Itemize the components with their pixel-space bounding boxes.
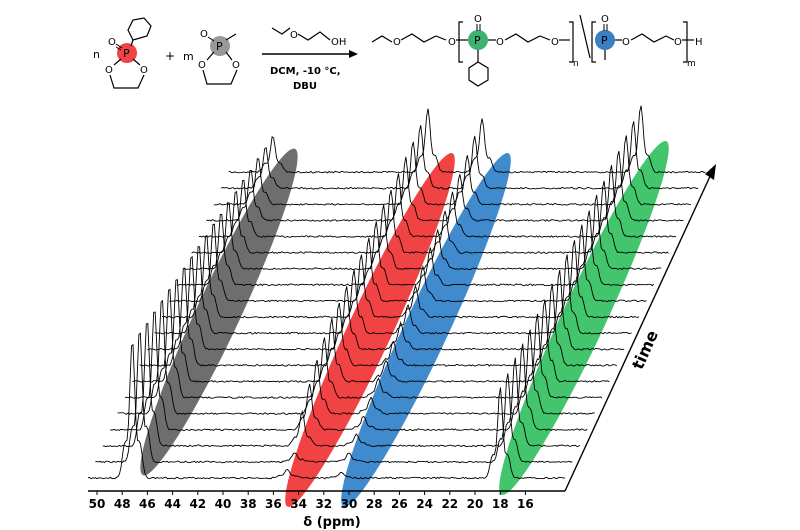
atom-o: O — [108, 37, 116, 48]
x-axis-tick-label: 26 — [391, 497, 408, 511]
product-oxygen: O — [448, 37, 456, 48]
phenyl-ring — [127, 17, 152, 41]
product-methyl-p-highlight — [595, 30, 615, 50]
conditions-line-1: DCM, -10 °C, — [270, 66, 341, 77]
spectrum-trace — [132, 278, 610, 383]
ring-oxygen: O — [105, 65, 113, 76]
spectrum-trace — [109, 311, 588, 432]
x-axis-tick-label: 46 — [139, 497, 156, 511]
monomer-methyl-p-highlight — [210, 36, 230, 56]
x-axis-tick-label: 18 — [492, 497, 509, 511]
product-phenyl-ring — [468, 61, 489, 87]
conditions-line-2: DBU — [293, 81, 317, 92]
x-axis-tick-label: 22 — [441, 497, 458, 511]
product-oxygen: O — [496, 37, 504, 48]
product-oxygen: O — [551, 37, 559, 48]
x-axis-tick-label: 16 — [517, 497, 534, 511]
spectrum-trace — [183, 194, 662, 271]
atom-p: P — [216, 40, 223, 53]
spectrum-trace — [228, 105, 706, 174]
atom-p: P — [123, 47, 130, 60]
initiator-structure: O OH — [271, 27, 346, 48]
atom-o: O — [200, 29, 208, 40]
product-hydrogen: H — [695, 37, 703, 48]
spectrum-trace — [220, 121, 699, 190]
monomer-phenyl-structure: n P O O O — [93, 17, 152, 89]
reaction-scheme: n P O O O + m P O O O — [93, 14, 703, 92]
product-phosphorus: P — [601, 34, 608, 47]
spectrum-trace — [198, 165, 677, 238]
x-axis-tick-label: 42 — [189, 497, 206, 511]
product-oxygen: O — [674, 37, 682, 48]
spectrum-trace — [213, 135, 691, 206]
ring-oxygen: O — [232, 60, 240, 71]
highlight-monomer-phenyl — [140, 148, 298, 476]
x-axis-tick-label: 50 — [89, 497, 106, 511]
highlight-polymer-phenyl — [285, 153, 455, 507]
monomer-methyl-structure: m P O O O — [183, 29, 240, 85]
spectrum-traces — [87, 105, 706, 480]
x-axis-tick-label: 38 — [240, 497, 257, 511]
product-oxygen: O — [601, 14, 609, 25]
spectrum-trace — [191, 180, 669, 254]
plus-sign: + — [165, 49, 175, 63]
x-axis-tick-label: 28 — [366, 497, 383, 511]
x-axis-tick-label: 30 — [341, 497, 358, 511]
subscript-n: n — [573, 59, 579, 69]
spectrum-trace — [147, 255, 625, 351]
subscript-m: m — [687, 59, 696, 69]
spectrum-trace — [102, 322, 581, 448]
initiator-hydroxyl: OH — [331, 37, 346, 48]
stacked-spectra: 50 48 46 44 42 40 38 36 34 32 30 28 26 24 22 20 18 16 δ (… — [87, 105, 716, 530]
spectrum-trace — [154, 245, 632, 335]
x-axis-tick-label: 32 — [315, 497, 332, 511]
spectrum-trace — [139, 267, 617, 367]
spectrum-trace — [161, 234, 640, 319]
time-axis-line — [564, 171, 713, 492]
reaction-arrowhead — [349, 50, 358, 58]
ring-oxygen: O — [198, 60, 206, 71]
highlight-polymer-methyl — [341, 153, 511, 507]
spectrum-trace — [117, 299, 595, 416]
x-axis-tick-label: 36 — [265, 497, 282, 511]
product-phenyl-p-highlight — [468, 30, 488, 50]
random-copolymer-slash — [579, 14, 591, 59]
x-axis-title: δ (ppm) — [303, 515, 361, 530]
product-phosphorus: P — [474, 34, 481, 47]
ring-oxygen: O — [140, 65, 148, 76]
product-structure: O O P O O O n P O — [371, 14, 703, 87]
x-axis-tick-label: 20 — [467, 497, 484, 511]
product-oxygen: O — [622, 37, 630, 48]
spectrum-trace — [169, 223, 647, 303]
spectrum-trace — [176, 210, 655, 287]
x-axis-ticks: 50 48 46 44 42 40 38 36 34 32 30 28 26 24 22 20 18 16 — [89, 491, 534, 511]
x-axis-tick-label: 48 — [114, 497, 131, 511]
time-axis-label: time — [628, 327, 662, 372]
time-axis-arrowhead — [705, 164, 716, 180]
product-oxygen: O — [393, 37, 401, 48]
spectrum-trace — [206, 150, 684, 222]
spectrum-trace — [87, 343, 566, 480]
x-axis-tick-label: 34 — [290, 497, 307, 511]
spectrum-trace — [95, 332, 573, 464]
x-axis-tick-label: 44 — [164, 497, 181, 511]
x-axis-tick-label: 40 — [215, 497, 232, 511]
initiator-oxygen: O — [290, 30, 298, 41]
m-coefficient: m — [183, 50, 194, 63]
x-axis-tick-label: 24 — [416, 497, 433, 511]
spectrum-trace — [124, 288, 603, 399]
n-coefficient: n — [93, 48, 100, 61]
product-oxygen: O — [474, 14, 482, 25]
